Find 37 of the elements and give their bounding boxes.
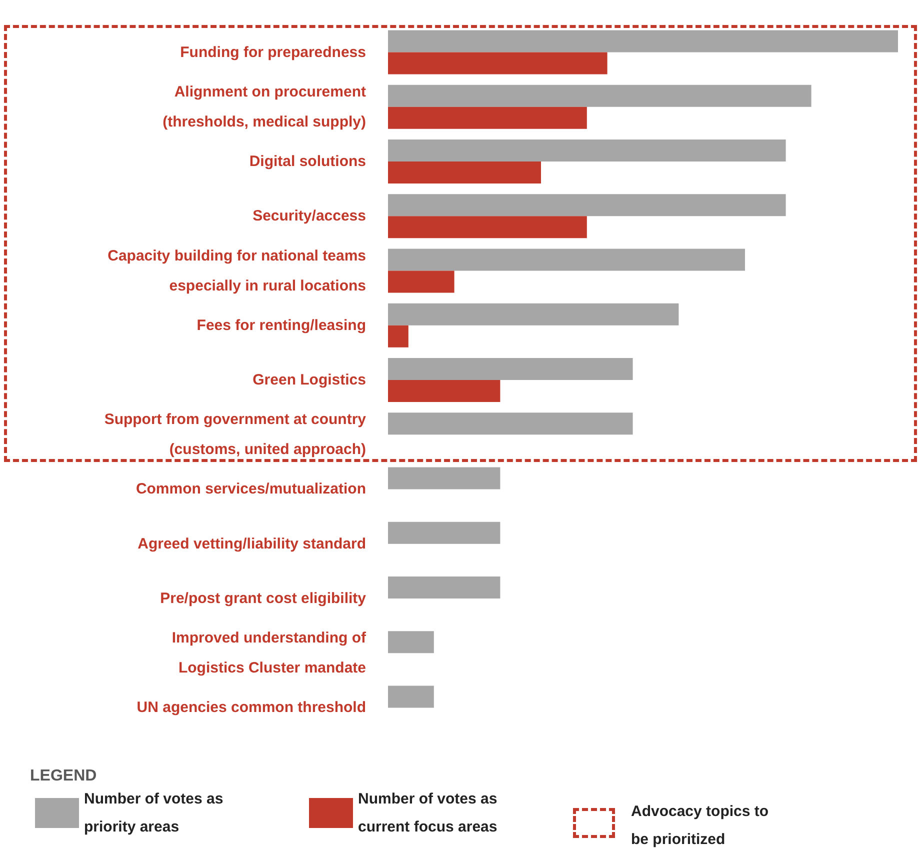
bar [388, 303, 679, 326]
bar [388, 631, 434, 654]
bar [388, 248, 745, 271]
y-tick-label: Common services/mutualization [136, 480, 366, 498]
y-tick-label: Digital solutions [249, 153, 366, 170]
y-tick-label: Pre/post grant cost eligibility [160, 590, 367, 607]
bar [388, 358, 633, 380]
bar [388, 216, 587, 238]
y-tick-label: Funding for preparedness [180, 44, 366, 61]
bar [388, 194, 786, 216]
y-tick-label: Green Logistics [252, 372, 366, 388]
bar [388, 522, 500, 544]
y-tick-label: Security/access [252, 208, 366, 225]
bar [388, 52, 608, 74]
legend-title: LEGEND [30, 768, 97, 784]
y-tick-label: Improved understanding of Logistics Cluster mandate [172, 630, 367, 677]
bar [388, 576, 500, 598]
text: Advocacy topics to be prioritized [631, 802, 770, 850]
bar [388, 325, 408, 348]
bar [388, 162, 541, 184]
bar [388, 412, 633, 435]
y-tick-label: Agreed vetting/liability standard [138, 535, 366, 552]
legend-label: Number of votes as current focus areas [358, 790, 502, 836]
bar [388, 84, 812, 107]
bar [388, 140, 786, 162]
y-tick-label: Capacity building for national teams especially in rural locations [108, 247, 366, 294]
y-tick-label: Alignment on procurement (thresholds, medical supply) [162, 83, 366, 130]
y-tick-label: Support from government at country (customs, united approach) [104, 411, 367, 458]
bar [388, 380, 500, 402]
bar [388, 270, 454, 293]
y-tick-label: Fees for renting/leasing [196, 316, 366, 334]
bar [388, 686, 434, 708]
legend-label: Number of votes as priority areas [84, 790, 228, 836]
y-tick-label: UN agencies common threshold [136, 699, 366, 716]
bar [388, 467, 500, 490]
bar [388, 106, 587, 129]
bar [388, 30, 898, 52]
